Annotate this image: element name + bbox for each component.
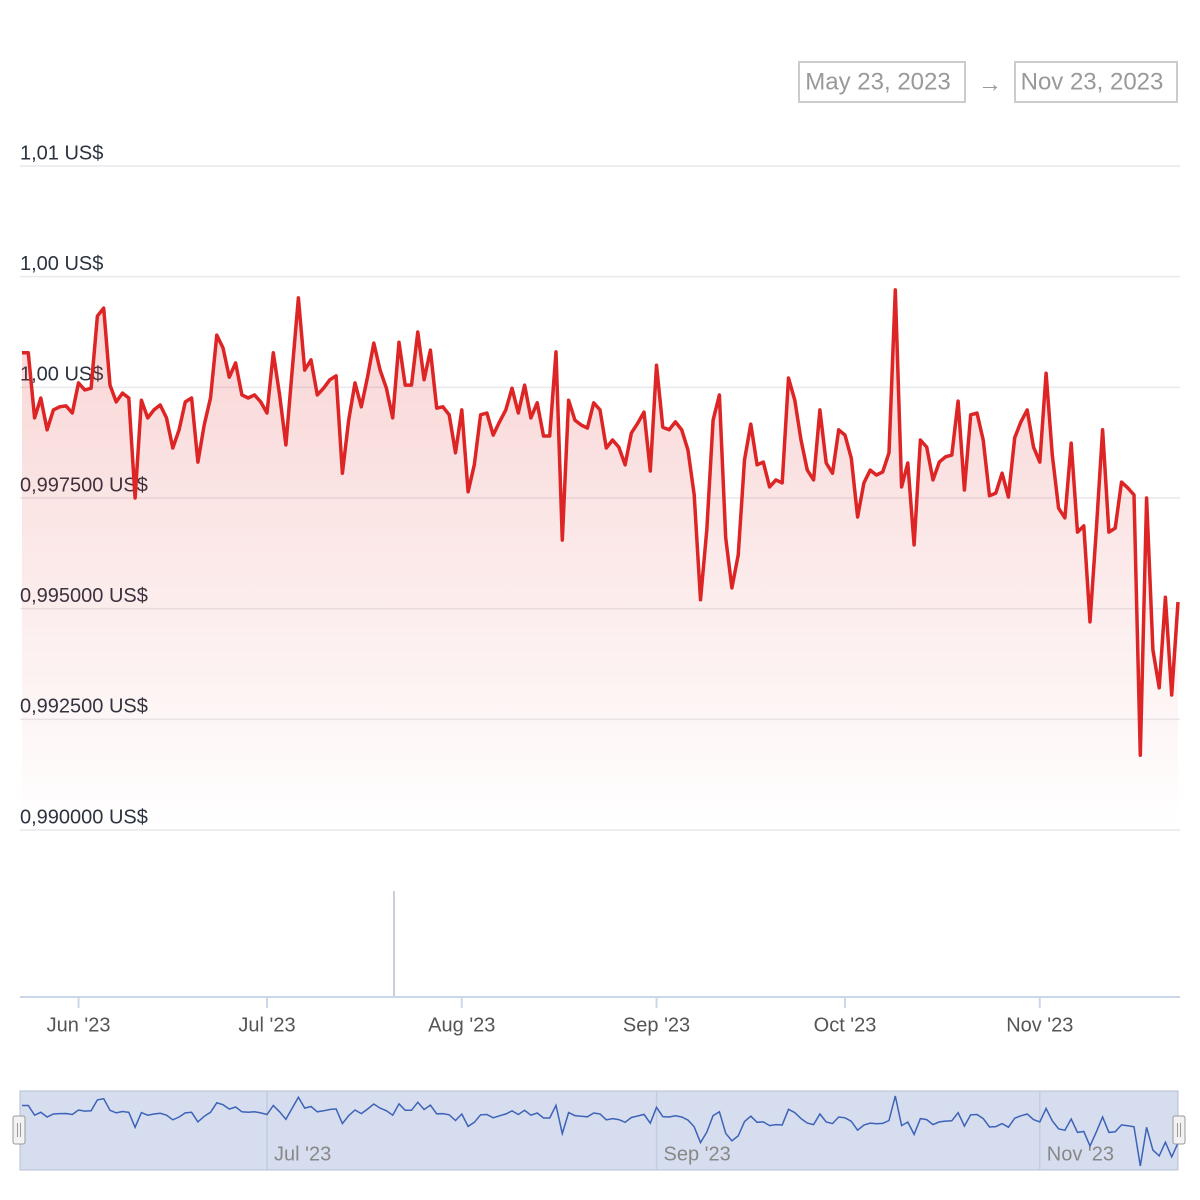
range-separator: → — [978, 70, 1002, 97]
range-to[interactable]: Nov 23, 2023 — [1021, 68, 1164, 95]
navigator-handle[interactable] — [1172, 1115, 1186, 1145]
x-tick-label: Oct '23 — [814, 1014, 877, 1036]
range-from-box[interactable] — [798, 61, 966, 103]
x-tick-label: Aug '23 — [428, 1014, 495, 1036]
navigator-tick-label: Jul '23 — [274, 1143, 331, 1165]
navigator-mask[interactable] — [19, 1090, 1179, 1171]
navigator-tick-label: Nov '23 — [1047, 1143, 1114, 1165]
y-tick-label: 1,00 US$ — [20, 364, 103, 386]
navigator-handle[interactable] — [12, 1115, 26, 1145]
navigator-line — [22, 1095, 1179, 1167]
range-to-box[interactable] — [1014, 61, 1178, 103]
x-tick-label: Nov '23 — [1006, 1014, 1073, 1036]
range-from[interactable]: May 23, 2023 — [805, 68, 950, 95]
area — [22, 289, 1178, 830]
line — [22, 288, 1180, 757]
x-tick-label: Jun '23 — [47, 1014, 111, 1036]
y-tick-label: 1,00 US$ — [20, 253, 103, 275]
y-tick-label: 1,01 US$ — [20, 142, 103, 164]
x-tick-label: Jul '23 — [238, 1014, 295, 1036]
navigator-tick-label: Sep '23 — [664, 1143, 731, 1165]
x-tick-label: Sep '23 — [623, 1014, 690, 1036]
